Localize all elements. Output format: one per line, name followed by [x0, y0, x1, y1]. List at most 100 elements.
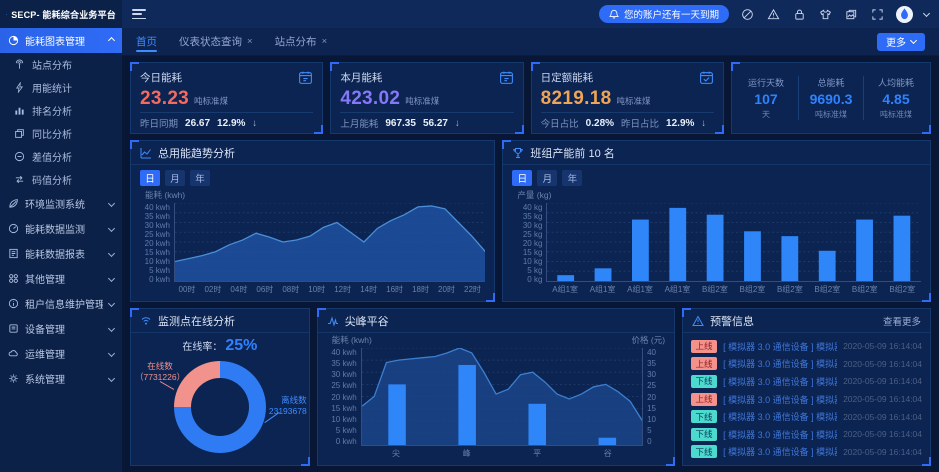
period-year-button[interactable]: 年 — [562, 170, 583, 186]
axis-tick: 20 — [647, 392, 656, 402]
foot-label: 昨日占比 — [621, 119, 660, 130]
view-more-link[interactable]: 查看更多 — [883, 316, 922, 328]
trend-down-arrow: ↓ — [252, 117, 258, 129]
close-tab-icon[interactable]: × — [247, 36, 253, 47]
alert-time: 2020-05-09 16:14:04 — [843, 446, 923, 457]
sidebar-item-site-distribution[interactable]: 站点分布 — [0, 53, 122, 76]
sidebar-item-ranking-analysis[interactable]: 排名分析 — [0, 99, 122, 122]
tab-home[interactable]: 首页 — [136, 28, 157, 55]
sidebar-group-device-management[interactable]: 设备管理 — [0, 316, 122, 341]
axis-tick: B组2室 — [776, 284, 803, 294]
chevron-down-icon — [107, 299, 116, 308]
warning-triangle-icon[interactable] — [766, 7, 781, 22]
account-expiry-notice[interactable]: 您的账户还有一天到期 — [598, 5, 729, 23]
user-avatar[interactable] — [896, 5, 913, 23]
sidebar-group-system-management[interactable]: 系统管理 — [0, 366, 122, 391]
trend-plot: 00时 02时 04时 06时 08时 10时 12时 14时 16时 18时 20时 22时 — [174, 203, 486, 296]
chevron-up-icon — [107, 36, 116, 45]
more-button[interactable]: 更多 — [877, 32, 925, 51]
chevron-down-icon[interactable] — [922, 9, 931, 17]
cloud-icon — [8, 350, 18, 357]
sidebar-item-code-value-analysis[interactable]: 码值分析 — [0, 168, 122, 191]
summary-running-days: 运行天数 107 天 — [734, 76, 798, 120]
axis-tick: 0 kg — [527, 275, 543, 284]
sidebar-group-energy-charts[interactable]: 能耗图表管理 — [0, 28, 122, 53]
axis-tick: 30 kwh — [144, 221, 170, 230]
sidebar-group-environment-monitoring[interactable]: 环境监测系统 — [0, 191, 122, 216]
y-axis-right-label: 价格 (元) — [631, 335, 666, 345]
bell-icon — [608, 9, 619, 18]
antenna-icon — [15, 59, 24, 69]
alert-row[interactable]: 下线 [ 模拟器 3.0 通信设备 ] 模拟器 3.0... 2020-05-09 … — [691, 426, 922, 443]
axis-tick: 06时 — [256, 284, 274, 294]
y-axis: 40 kg 35 kg 30 kg 25 kg 20 kg 15 kg 10 kg 5 kg 0… — [512, 203, 546, 296]
slash-circle-icon[interactable] — [740, 7, 755, 22]
tab-meter-status[interactable]: 仪表状态查询 × — [179, 28, 253, 55]
trophy-icon — [512, 147, 524, 159]
panel-title: 总用能趋势分析 — [158, 147, 235, 160]
axis-tick: 14时 — [360, 284, 378, 294]
axis-tick: 40 kwh — [144, 203, 170, 212]
card-unit: 吨标准煤 — [616, 96, 651, 106]
period-day-button[interactable]: 日 — [512, 170, 533, 186]
summary-unit: 天 — [761, 110, 770, 119]
sidebar-group-energy-data-report[interactable]: 能耗数据报表 — [0, 241, 122, 266]
x-axis: 00时 02时 04时 06时 08时 10时 12时 14时 16时 18时 20时 22时 — [174, 282, 485, 296]
lock-icon[interactable] — [792, 7, 807, 22]
period-month-button[interactable]: 月 — [537, 170, 558, 186]
capacity-chart-panel: 班组产能前 10 名 日 月 年 产量 (kg) 40 kg 35 kg 30 kg… — [502, 140, 931, 302]
sidebar-group-tenant-info-management[interactable]: 租户信息维护管理 — [0, 291, 122, 316]
alert-row[interactable]: 上线 [ 模拟器 3.0 通信设备 ] 模拟器 3.0... 2020-05-09 … — [691, 391, 922, 408]
alert-row[interactable]: 上线 [ 模拟器 3.0 通信设备 ] 模拟器 3.0... 2020-05-09 … — [691, 338, 922, 355]
x-axis: 尖峰平谷 — [361, 446, 643, 460]
period-month-button[interactable]: 月 — [165, 170, 185, 186]
card-unit: 吨标准煤 — [405, 96, 440, 106]
collapse-menu-icon[interactable] — [132, 9, 146, 19]
sidebar-item-label: 同比分析 — [32, 130, 72, 141]
card-unit: 吨标准煤 — [194, 96, 229, 106]
period-day-button[interactable]: 日 — [140, 170, 160, 186]
alert-time: 2020-05-09 16:14:04 — [843, 358, 923, 369]
tshirt-icon[interactable] — [818, 7, 833, 22]
sidebar-item-energy-stats[interactable]: 用能统计 — [0, 76, 122, 99]
sidebar-group-other-management[interactable]: 其他管理 — [0, 266, 122, 291]
summary-panel: 运行天数 107 天 总能耗 9690.3 吨标准煤 人均能耗 4.85 吨标准… — [730, 62, 931, 134]
sidebar-group-operations-management[interactable]: 运维管理 — [0, 341, 122, 366]
axis-tick: 15 kwh — [331, 403, 357, 413]
calendar-today-icon — [299, 71, 313, 84]
summary-per-capita-energy: 人均能耗 4.85 吨标准煤 — [862, 76, 928, 120]
y-axis-left: 40 kwh 35 kwh 30 kwh 25 kwh 20 kwh 15 kwh 10 k… — [327, 348, 361, 460]
info-circle-icon — [8, 298, 19, 309]
sidebar-group-energy-data-monitoring[interactable]: 能耗数据监测 — [0, 216, 122, 241]
tab-bar: 首页 仪表状态查询 × 站点分布 × 更多 — [122, 28, 939, 56]
summary-value: 107 — [754, 91, 778, 107]
gear-icon — [9, 374, 18, 383]
sidebar-item-yoy-analysis[interactable]: 同比分析 — [0, 122, 122, 145]
summary-label: 人均能耗 — [877, 78, 914, 88]
alert-text: [ 模拟器 3.0 通信设备 ] 模拟器 3.0... — [723, 394, 837, 405]
alert-row[interactable]: 下线 [ 模拟器 3.0 通信设备 ] 模拟器 3.0... 2020-05-09 … — [691, 408, 922, 425]
axis-tick: 25 kg — [522, 230, 543, 239]
axis-tick: 25 kwh — [331, 381, 357, 391]
summary-value: 4.85 — [882, 91, 910, 107]
alert-row[interactable]: 上线 [ 模拟器 3.0 通信设备 ] 模拟器 3.0... 2020-05-09 … — [691, 356, 922, 373]
alert-row[interactable]: 下线 [ 模拟器 3.0 通信设备 ] 模拟器 3.0... 2020-05-09 … — [691, 443, 922, 460]
axis-tick: 08时 — [282, 284, 300, 294]
period-year-button[interactable]: 年 — [190, 170, 210, 186]
summary-label: 运行天数 — [747, 78, 784, 88]
alert-text: [ 模拟器 3.0 通信设备 ] 模拟器 3.0... — [723, 412, 837, 423]
axis-tick: 0 kwh — [149, 275, 170, 284]
alert-row[interactable]: 下线 [ 模拟器 3.0 通信设备 ] 模拟器 3.0... 2020-05-09 … — [691, 373, 922, 390]
close-tab-icon[interactable]: × — [321, 36, 328, 47]
online-donut-chart — [173, 360, 266, 453]
alert-time: 2020-05-09 16:14:04 — [843, 394, 923, 405]
axis-tick: 30 — [647, 370, 656, 380]
tab-site-distribution[interactable]: 站点分布 × — [275, 28, 328, 55]
images-icon[interactable] — [844, 7, 859, 22]
peak-valley-plot: 尖峰平谷 — [360, 348, 644, 460]
sidebar-item-label: 码值分析 — [32, 176, 72, 187]
card-title: 今日能耗 — [140, 72, 182, 84]
sidebar-item-difference-analysis[interactable]: 差值分析 — [0, 145, 122, 168]
fullscreen-icon[interactable] — [870, 7, 885, 22]
axis-tick: 20 kwh — [331, 392, 357, 402]
